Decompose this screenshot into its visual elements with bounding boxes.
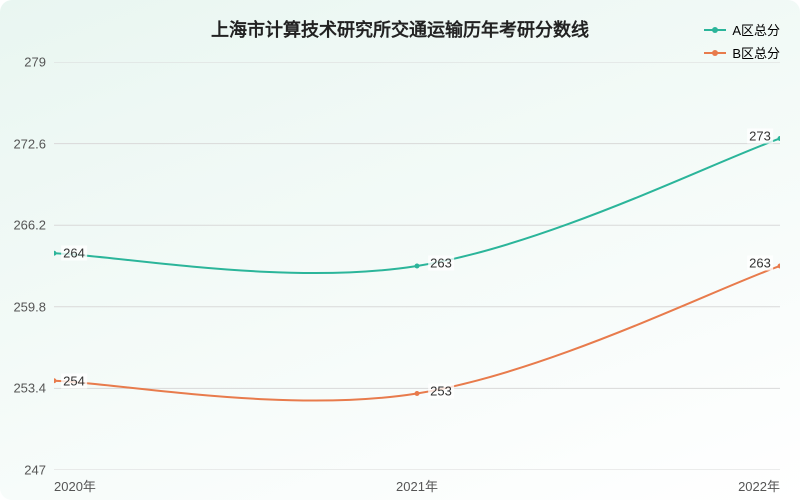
legend-item-b: B区总分 xyxy=(704,43,780,62)
data-point-label: 263 xyxy=(428,256,454,271)
data-point-label: 273 xyxy=(747,128,773,143)
legend-label-a: A区总分 xyxy=(732,20,780,39)
y-tick-label: 272.6 xyxy=(13,136,46,151)
legend-label-b: B区总分 xyxy=(732,43,780,62)
data-point-label: 253 xyxy=(428,383,454,398)
plot-area: 247253.4259.8266.2272.62792020年2021年2022… xyxy=(54,62,780,470)
x-tick-label: 2020年 xyxy=(54,476,96,495)
legend-swatch-b xyxy=(704,52,726,54)
plot-svg xyxy=(54,62,780,470)
data-point-label: 263 xyxy=(747,256,773,271)
y-tick-label: 279 xyxy=(24,55,46,70)
legend-item-a: A区总分 xyxy=(704,20,780,39)
chart-title: 上海市计算技术研究所交通运输历年考研分数线 xyxy=(0,16,800,42)
y-tick-label: 259.8 xyxy=(13,299,46,314)
x-tick-label: 2022年 xyxy=(738,476,780,495)
x-tick-label: 2021年 xyxy=(396,476,438,495)
data-point-label: 264 xyxy=(61,246,87,261)
legend-swatch-a xyxy=(704,29,726,31)
y-tick-label: 247 xyxy=(24,463,46,478)
y-tick-label: 253.4 xyxy=(13,381,46,396)
legend: A区总分 B区总分 xyxy=(704,20,780,66)
data-point-label: 254 xyxy=(61,373,87,388)
y-tick-label: 266.2 xyxy=(13,218,46,233)
line-chart: 上海市计算技术研究所交通运输历年考研分数线 A区总分 B区总分 247253.4… xyxy=(0,0,800,500)
